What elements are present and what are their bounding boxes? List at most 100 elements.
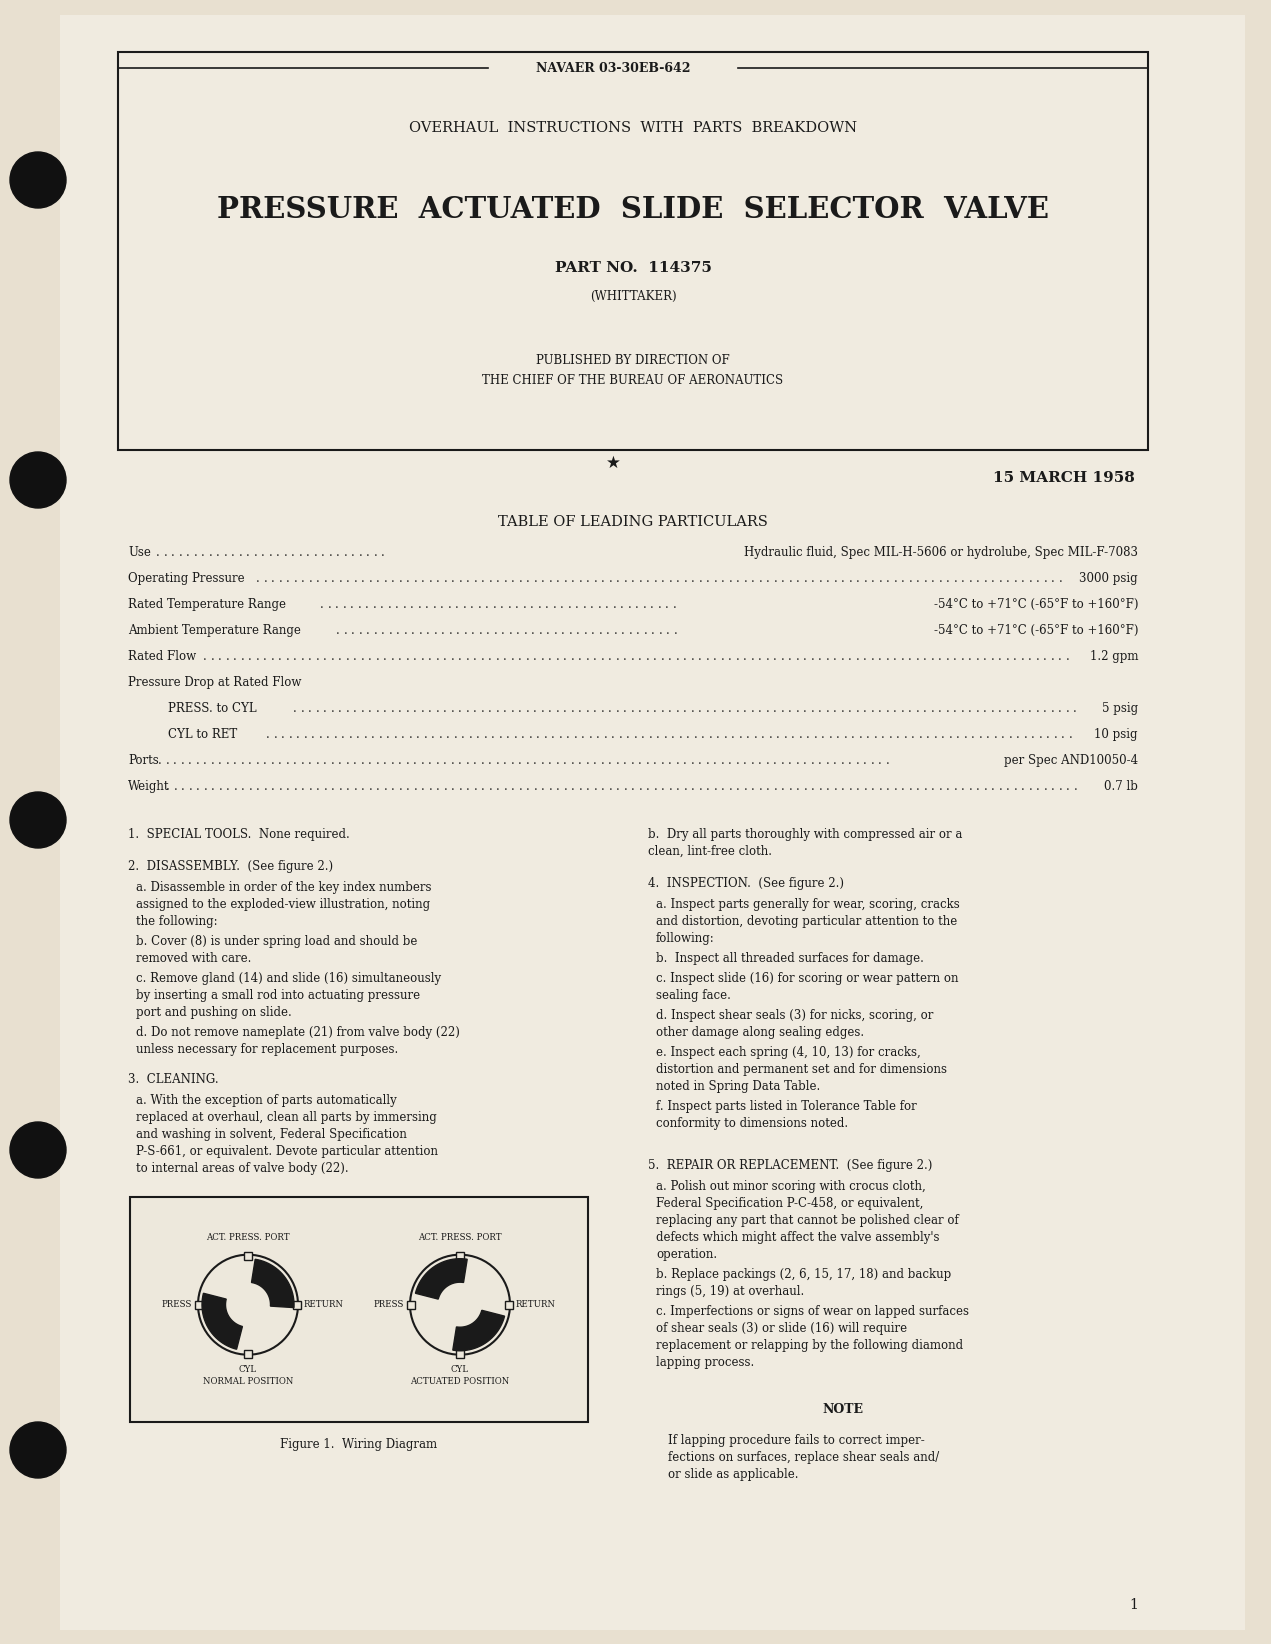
Text: .: . xyxy=(559,728,562,740)
Text: OVERHAUL  INSTRUCTIONS  WITH  PARTS  BREAKDOWN: OVERHAUL INSTRUCTIONS WITH PARTS BREAKDO… xyxy=(409,122,857,135)
Text: .: . xyxy=(255,649,259,663)
Text: .: . xyxy=(376,702,379,715)
Text: .: . xyxy=(953,649,957,663)
Text: .: . xyxy=(998,649,1002,663)
Text: .: . xyxy=(480,753,484,766)
Text: .: . xyxy=(855,753,859,766)
Text: .: . xyxy=(907,649,911,663)
Text: Pressure Drop at Rated Flow: Pressure Drop at Rated Flow xyxy=(128,676,301,689)
Text: .: . xyxy=(286,753,290,766)
Text: .: . xyxy=(859,728,863,740)
Bar xyxy=(118,53,1148,450)
Text: assigned to the exploded-view illustration, noting: assigned to the exploded-view illustrati… xyxy=(136,898,430,911)
Text: .: . xyxy=(436,779,440,792)
Text: .: . xyxy=(413,649,417,663)
Text: .: . xyxy=(841,572,845,585)
Text: .: . xyxy=(1046,728,1050,740)
Text: .: . xyxy=(1073,702,1077,715)
Text: .: . xyxy=(522,597,526,610)
Text: .: . xyxy=(728,753,732,766)
Text: .: . xyxy=(568,597,572,610)
Text: .: . xyxy=(566,728,569,740)
Text: .: . xyxy=(676,702,680,715)
Text: .: . xyxy=(554,623,558,636)
Text: .: . xyxy=(638,779,642,792)
Text: .: . xyxy=(323,649,327,663)
Text: .: . xyxy=(1051,702,1055,715)
Text: .: . xyxy=(613,597,616,610)
Text: .: . xyxy=(358,546,362,559)
Text: Figure 1.  Wiring Diagram: Figure 1. Wiring Diagram xyxy=(281,1438,437,1450)
Text: .: . xyxy=(578,649,582,663)
Text: .: . xyxy=(444,779,447,792)
Text: CYL to RET: CYL to RET xyxy=(168,728,238,740)
Bar xyxy=(244,1350,252,1358)
Text: .: . xyxy=(878,649,882,663)
Text: .: . xyxy=(582,597,586,610)
Text: .: . xyxy=(646,702,649,715)
Text: .: . xyxy=(233,753,236,766)
Text: conformity to dimensions noted.: conformity to dimensions noted. xyxy=(656,1116,848,1129)
Text: .: . xyxy=(782,779,785,792)
Text: .: . xyxy=(563,572,567,585)
Text: .: . xyxy=(549,572,553,585)
Text: .: . xyxy=(759,779,763,792)
Text: .: . xyxy=(819,702,822,715)
Text: .: . xyxy=(273,728,277,740)
Text: .: . xyxy=(496,702,500,715)
Text: .: . xyxy=(271,779,275,792)
Text: .: . xyxy=(803,572,807,585)
Text: .: . xyxy=(1028,649,1032,663)
Text: .: . xyxy=(1002,728,1005,740)
Text: .: . xyxy=(498,728,502,740)
Text: .: . xyxy=(871,779,874,792)
Text: .: . xyxy=(526,649,530,663)
Text: .: . xyxy=(451,753,454,766)
Text: .: . xyxy=(855,702,859,715)
Text: .: . xyxy=(426,623,430,636)
Text: .: . xyxy=(984,779,988,792)
Text: .: . xyxy=(721,779,724,792)
Text: .: . xyxy=(219,753,222,766)
Text: CYL: CYL xyxy=(239,1365,257,1374)
Text: 1: 1 xyxy=(1129,1598,1138,1613)
Text: .: . xyxy=(661,572,665,585)
Text: .: . xyxy=(728,779,732,792)
Text: .: . xyxy=(351,546,355,559)
Text: .: . xyxy=(844,728,848,740)
Text: .: . xyxy=(819,572,822,585)
Text: .: . xyxy=(969,779,972,792)
Bar xyxy=(294,1300,301,1309)
Text: .: . xyxy=(826,753,830,766)
Text: .: . xyxy=(465,702,469,715)
Text: .: . xyxy=(158,753,161,766)
Text: .: . xyxy=(586,649,590,663)
Text: .: . xyxy=(754,728,758,740)
Text: .: . xyxy=(496,753,500,766)
Text: replacement or relapping by the following diamond: replacement or relapping by the followin… xyxy=(656,1338,963,1351)
Text: .: . xyxy=(588,728,592,740)
Text: .: . xyxy=(478,597,482,610)
Text: .: . xyxy=(330,649,334,663)
Text: .: . xyxy=(1043,779,1047,792)
Bar xyxy=(505,1300,513,1309)
Text: .: . xyxy=(699,572,703,585)
Text: .: . xyxy=(873,728,877,740)
Text: Rated Temperature Range: Rated Temperature Range xyxy=(128,597,286,610)
Text: .: . xyxy=(628,597,632,610)
Text: .: . xyxy=(294,753,297,766)
Text: .: . xyxy=(390,753,394,766)
Text: .: . xyxy=(555,753,559,766)
Text: .: . xyxy=(684,779,688,792)
Text: .: . xyxy=(713,702,717,715)
Text: .: . xyxy=(399,572,403,585)
Text: .: . xyxy=(934,728,938,740)
Text: .: . xyxy=(411,597,414,610)
Text: .: . xyxy=(699,779,703,792)
Text: .: . xyxy=(1028,779,1032,792)
Bar xyxy=(130,1197,588,1422)
Text: .: . xyxy=(529,728,533,740)
Text: .: . xyxy=(513,728,517,740)
Text: .: . xyxy=(361,753,365,766)
Text: .: . xyxy=(1051,779,1055,792)
